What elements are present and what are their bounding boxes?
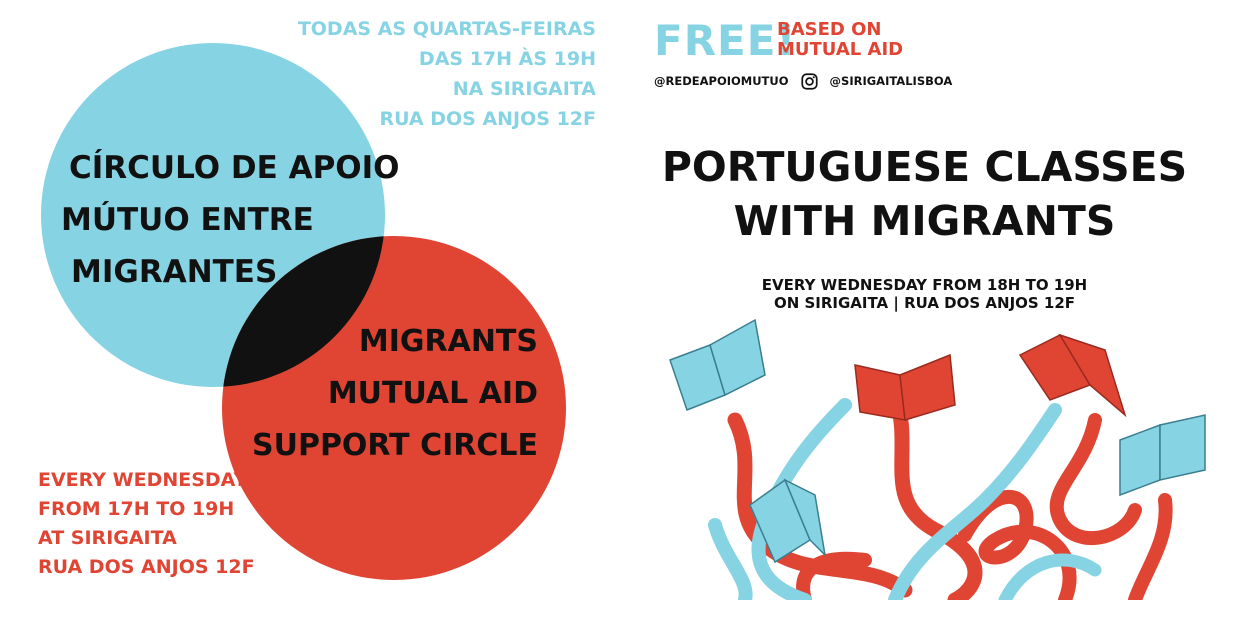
left-poster: TODAS AS QUARTAS-FEIRAS DAS 17H ÀS 19H N… bbox=[0, 0, 616, 632]
schedule-en: EVERY WEDNESDAY FROM 17H TO 19H AT SIRIG… bbox=[38, 466, 255, 582]
based-on-line: MUTUAL AID bbox=[777, 39, 904, 60]
schedule-en-line: EVERY WEDNESDAY bbox=[38, 469, 248, 491]
schedule-pt-line: RUA DOS ANJOS 12F bbox=[379, 108, 596, 130]
title-pt: CÍRCULO DE APOIO MÚTUO ENTRE MIGRANTES bbox=[55, 142, 400, 298]
schedule-right-line: EVERY WEDNESDAY FROM 18H TO 19H bbox=[761, 276, 1088, 294]
handle-sirigaitalisboa[interactable]: @SIRIGAITALISBOA bbox=[829, 74, 953, 88]
instagram-icon bbox=[800, 73, 818, 90]
schedule-right: EVERY WEDNESDAY FROM 18H TO 19H ON SIRIG… bbox=[616, 276, 1233, 312]
blue-book-bottom-left bbox=[749, 478, 827, 564]
schedule-pt-line: TODAS AS QUARTAS-FEIRAS bbox=[297, 18, 596, 40]
blue-book-top-left bbox=[669, 318, 766, 411]
title-pt-line: CÍRCULO DE APOIO bbox=[69, 150, 400, 186]
schedule-pt-line: NA SIRIGAITA bbox=[452, 78, 596, 100]
based-on-label: BASED ON MUTUAL AID bbox=[777, 20, 903, 60]
schedule-right-line: ON SIRIGAITA | RUA DOS ANJOS 12F bbox=[773, 294, 1076, 312]
red-book-right bbox=[1018, 333, 1127, 418]
venn-diagram bbox=[41, 43, 566, 580]
title-pt-line: MÚTUO ENTRE bbox=[61, 202, 314, 238]
books-arms-illustration bbox=[669, 318, 1206, 600]
red-book-center bbox=[854, 353, 956, 421]
schedule-en-line: AT SIRIGAITA bbox=[38, 527, 177, 549]
schedule-en-line: RUA DOS ANJOS 12F bbox=[38, 556, 255, 578]
schedule-pt-line: DAS 17H ÀS 19H bbox=[418, 48, 596, 70]
based-on-line: BASED ON bbox=[777, 19, 882, 40]
schedule-en-line: FROM 17H TO 19H bbox=[38, 498, 235, 520]
social-handles: @REDEAPOIOMUTUO @SIRIGAITALISBOA bbox=[654, 72, 952, 90]
handle-redeapoiomutuo[interactable]: @REDEAPOIOMUTUO bbox=[654, 74, 789, 88]
title-en-line: MIGRANTS bbox=[358, 324, 538, 359]
title-en: MIGRANTS MUTUAL AID SUPPORT CIRCLE bbox=[252, 316, 538, 472]
title-en-line: SUPPORT CIRCLE bbox=[251, 428, 538, 463]
schedule-pt: TODAS AS QUARTAS-FEIRAS DAS 17H ÀS 19H N… bbox=[298, 14, 596, 134]
free-label: FREE! bbox=[654, 16, 797, 65]
main-title-line: WITH MIGRANTS bbox=[733, 197, 1116, 245]
title-en-line: MUTUAL AID bbox=[327, 376, 538, 411]
main-title-line: PORTUGUESE CLASSES bbox=[661, 143, 1188, 191]
overlap-region bbox=[222, 236, 385, 387]
main-title: PORTUGUESE CLASSES WITH MIGRANTS bbox=[616, 140, 1233, 248]
blue-book-far-right bbox=[1119, 414, 1206, 497]
right-poster: FREE! BASED ON MUTUAL AID @REDEAPOIOMUTU… bbox=[616, 0, 1233, 632]
title-pt-line: MIGRANTES bbox=[71, 254, 278, 290]
